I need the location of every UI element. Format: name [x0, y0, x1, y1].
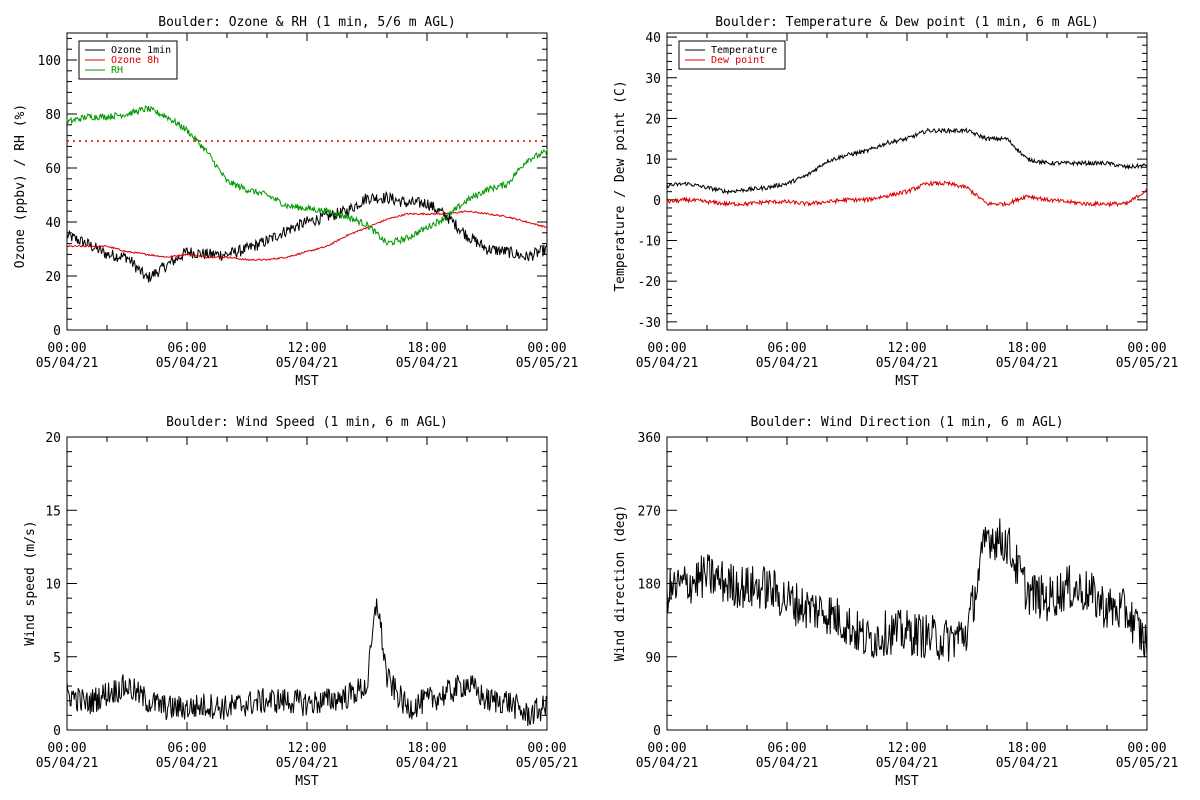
ozone-rh-xlabel: MST	[295, 374, 319, 389]
ozone-rh-xtick-time: 18:00	[407, 341, 446, 356]
ozone-rh-panel: Boulder: Ozone & RH (1 min, 5/6 m AGL) O…	[13, 15, 578, 389]
temperature-dewpoint-ytick-label: 10	[645, 153, 661, 168]
wind-speed-xtick-time: 18:00	[407, 741, 446, 756]
wind-direction-xtick-time: 18:00	[1007, 741, 1046, 756]
wind-speed-xtick-date: 05/04/21	[156, 756, 219, 771]
temperature-dewpoint-legend-label: Dew point	[711, 55, 765, 66]
ozone-rh-ytick-label: 20	[45, 270, 61, 285]
wind-direction-title: Boulder: Wind Direction (1 min, 6 m AGL)	[750, 415, 1063, 430]
wind-speed-xtick-date: 05/04/21	[396, 756, 459, 771]
wind-speed-xlabel: MST	[295, 774, 319, 789]
wind-direction-xtick-date: 05/04/21	[996, 756, 1059, 771]
temperature-dewpoint-xtick-time: 12:00	[887, 341, 926, 356]
wind-direction-panel: Boulder: Wind Direction (1 min, 6 m AGL)…	[613, 415, 1178, 789]
temperature-dewpoint-legend-label: Temperature	[711, 45, 777, 56]
wind-speed-panel: Boulder: Wind Speed (1 min, 6 m AGL) Win…	[23, 415, 578, 789]
wind-direction-ytick-label: 180	[638, 578, 661, 593]
temperature-dewpoint-ytick-label: 40	[645, 31, 661, 46]
ozone-rh-legend-label: Ozone 1min	[111, 45, 171, 56]
wind-speed-xtick-date: 05/04/21	[36, 756, 99, 771]
ozone-rh-xtick-time: 00:00	[527, 341, 566, 356]
temperature-dewpoint-panel: Boulder: Temperature & Dew point (1 min,…	[613, 15, 1178, 389]
temperature-dewpoint-xtick-date: 05/04/21	[756, 356, 819, 371]
temperature-dewpoint-xlabel: MST	[895, 374, 919, 389]
wind-direction-xtick-date: 05/04/21	[876, 756, 939, 771]
ozone-rh-ytick-label: 0	[53, 324, 61, 339]
wind-direction-xtick-time: 00:00	[647, 741, 686, 756]
temperature-dewpoint-ytick-label: -10	[638, 234, 661, 249]
ozone-rh-xtick-date: 05/04/21	[276, 356, 339, 371]
wind-direction-series-line	[666, 518, 1148, 662]
ozone-rh-ytick-label: 60	[45, 162, 61, 177]
ozone-rh-xtick-time: 06:00	[167, 341, 206, 356]
temperature-dewpoint-plot-frame	[666, 32, 1148, 331]
temperature-dewpoint-ylabel: Temperature / Dew point (C)	[613, 80, 628, 291]
ozone-rh-ozone-8h-line	[66, 210, 548, 262]
wind-direction-xtick-time: 12:00	[887, 741, 926, 756]
wind-direction-xtick-time: 00:00	[1127, 741, 1166, 756]
ozone-rh-legend-label: RH	[111, 65, 123, 76]
ozone-rh-xtick-date: 05/05/21	[516, 356, 579, 371]
wind-speed-xtick-time: 00:00	[47, 741, 86, 756]
ozone-rh-xtick-time: 00:00	[47, 341, 86, 356]
wind-direction-xtick-date: 05/05/21	[1116, 756, 1179, 771]
temperature-dewpoint-xtick-date: 05/04/21	[636, 356, 699, 371]
wind-speed-title: Boulder: Wind Speed (1 min, 6 m AGL)	[166, 415, 448, 430]
temperature-dewpoint-xtick-date: 05/04/21	[876, 356, 939, 371]
temperature-dewpoint-xtick-time: 00:00	[647, 341, 686, 356]
ozone-rh-ylabel: Ozone (ppbv) / RH (%)	[13, 104, 28, 268]
wind-direction-xtick-date: 05/04/21	[636, 756, 699, 771]
ozone-rh-legend-label: Ozone 8h	[111, 55, 159, 66]
wind-direction-plot-frame	[666, 436, 1148, 731]
wind-direction-ytick-label: 90	[645, 651, 661, 666]
wind-speed-ytick-label: 15	[45, 504, 61, 519]
wind-direction-ytick-label: 360	[638, 431, 661, 446]
ozone-rh-xtick-time: 12:00	[287, 341, 326, 356]
wind-direction-ytick-label: 270	[638, 504, 661, 519]
ozone-rh-xtick-date: 05/04/21	[396, 356, 459, 371]
wind-speed-plot-frame	[66, 436, 548, 731]
ozone-rh-ytick-label: 100	[38, 54, 61, 69]
wind-speed-xtick-time: 12:00	[287, 741, 326, 756]
wind-direction-ylabel: Wind direction (deg)	[613, 505, 628, 662]
temperature-dewpoint-xtick-time: 18:00	[1007, 341, 1046, 356]
temperature-dewpoint-xtick-date: 05/05/21	[1116, 356, 1179, 371]
wind-speed-ytick-label: 5	[53, 651, 61, 666]
wind-direction-xtick-date: 05/04/21	[756, 756, 819, 771]
temperature-dewpoint-legend	[678, 40, 786, 70]
temperature-dewpoint-ytick-label: -30	[638, 316, 661, 331]
temperature-dewpoint-title: Boulder: Temperature & Dew point (1 min,…	[715, 15, 1099, 30]
temperature-dewpoint-xtick-time: 00:00	[1127, 341, 1166, 356]
wind-speed-xtick-time: 06:00	[167, 741, 206, 756]
wind-direction-xlabel: MST	[895, 774, 919, 789]
wind-direction-xtick-time: 06:00	[767, 741, 806, 756]
wind-speed-xtick-date: 05/04/21	[276, 756, 339, 771]
wind-speed-ylabel: Wind speed (m/s)	[23, 520, 38, 645]
temperature-dewpoint-temperature-line	[666, 127, 1148, 196]
wind-speed-xtick-date: 05/05/21	[516, 756, 579, 771]
wind-direction-ytick-label: 0	[653, 724, 661, 739]
temperature-dewpoint-ytick-label: 0	[653, 194, 661, 209]
ozone-rh-title: Boulder: Ozone & RH (1 min, 5/6 m AGL)	[158, 15, 455, 30]
wind-speed-ytick-label: 20	[45, 431, 61, 446]
ozone-rh-ytick-label: 40	[45, 216, 61, 231]
temperature-dewpoint-ytick-label: -20	[638, 275, 661, 290]
ozone-rh-xtick-date: 05/04/21	[36, 356, 99, 371]
temperature-dewpoint-xtick-date: 05/04/21	[996, 356, 1059, 371]
wind-speed-ytick-label: 0	[53, 724, 61, 739]
temperature-dewpoint-dew-point-line	[666, 179, 1148, 208]
ozone-rh-ytick-label: 80	[45, 108, 61, 123]
wind-speed-ytick-label: 10	[45, 578, 61, 593]
ozone-rh-ozone-1min-line	[66, 190, 548, 283]
wind-speed-series-line	[66, 598, 548, 727]
temperature-dewpoint-ytick-label: 20	[645, 112, 661, 127]
temperature-dewpoint-ytick-label: 30	[645, 72, 661, 87]
temperature-dewpoint-xtick-time: 06:00	[767, 341, 806, 356]
ozone-rh-xtick-date: 05/04/21	[156, 356, 219, 371]
wind-speed-xtick-time: 00:00	[527, 741, 566, 756]
ozone-rh-rh-line	[66, 105, 548, 246]
